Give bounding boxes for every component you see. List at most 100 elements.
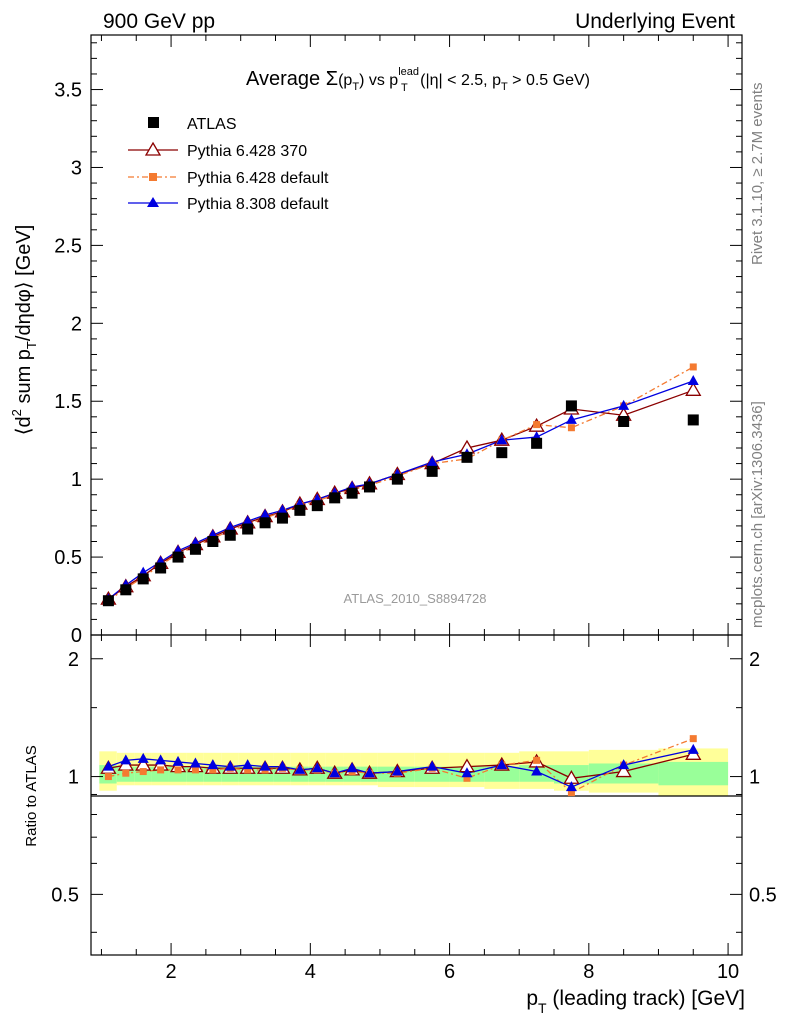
main-atlas-point: [294, 504, 306, 516]
main-ytick-label: 1: [71, 469, 82, 491]
ratio-pythia-6-428-default-point: [191, 766, 199, 774]
main-pythia-8-308-default-point: [242, 515, 254, 526]
ratio-ytick-label: 1: [68, 767, 79, 789]
ratio-pythia-8-308-default-point: [496, 759, 508, 770]
main-atlas-point: [426, 465, 438, 477]
ratio-pythia-8-308-default-point: [102, 760, 114, 771]
ratio-pythia-8-308-default-point: [242, 759, 254, 770]
ratio-band-inner: [658, 761, 729, 786]
main-atlas-point: [189, 543, 201, 555]
main-atlas-point: [531, 437, 543, 449]
ratio-pythia-6-428-default-point: [122, 769, 130, 777]
main-ytick-label: 3.5: [54, 80, 82, 102]
main-atlas-point: [120, 584, 132, 596]
x-tick-label: 4: [305, 961, 316, 983]
legend-label-atlas: ATLAS: [187, 116, 237, 133]
main-ytick-label: 3: [71, 157, 82, 179]
ratio-pythia-8-308-default-point: [259, 760, 271, 771]
main-pythia-8-308-default-point: [224, 521, 236, 532]
main-atlas-point: [618, 415, 630, 427]
ratio-pythia-8-308-default-point: [565, 781, 577, 792]
ratio-pythia-6-428-default-point: [104, 773, 112, 781]
main-atlas-point: [565, 400, 577, 412]
main-ytick-label: 1.5: [54, 391, 82, 413]
ratio-pythia-6-428-default-point: [533, 756, 541, 764]
main-pythia-6-428-default-point: [689, 363, 697, 371]
header-left: 900 GeV pp: [103, 10, 215, 33]
legend-label-pythia6-370: Pythia 6.428 370: [187, 143, 307, 160]
x-tick-label: 6: [444, 961, 455, 983]
main-pythia-8-308-default-point: [618, 399, 630, 410]
legend-entry-pythia6-370: Pythia 6.428 370: [128, 141, 307, 160]
main-ytick-label: 0: [71, 625, 82, 647]
main-ytick-label: 0.5: [54, 547, 82, 569]
main-pythia-8-308-default-point: [496, 434, 508, 445]
legend-entry-atlas: ATLAS: [148, 116, 237, 133]
ratio-pythia-8-308-default-point: [346, 762, 358, 773]
ratio-pythia-8-308-default-point: [391, 765, 403, 776]
legend-entry-pythia8-default: Pythia 8.308 default: [128, 196, 329, 213]
legend-marker-atlas: [148, 117, 159, 128]
main-atlas-point: [155, 562, 167, 574]
ratio-pythia-8-308-default-point: [329, 767, 341, 778]
legend: ATLAS Pythia 6.428 370 Pythia 6.428 defa…: [128, 116, 329, 213]
legend-entry-pythia6-default: Pythia 6.428 default: [128, 170, 329, 187]
ratio-ytick-label-right: 0.5: [749, 884, 777, 906]
ratio-pythia-8-308-default-point: [207, 759, 219, 770]
ratio-pythia-8-308-default-point: [618, 759, 630, 770]
main-pythia-6-428-370-line: [108, 389, 694, 600]
ratio-pythia-6-428-default-point: [689, 735, 697, 743]
main-pythia-8-308-default-point: [259, 509, 271, 519]
main-ytick-label: 2: [71, 313, 82, 335]
main-ylabel: ⟨d2 sum pT/dηdφ⟩ [GeV]: [9, 225, 39, 436]
main-atlas-point: [364, 481, 376, 493]
main-pythia-8-308-default-point: [687, 374, 699, 385]
main-atlas-point: [687, 414, 699, 426]
ratio-pythia-6-428-default-point: [567, 789, 575, 797]
ratio-frame: [90, 634, 743, 956]
ratio-pythia-6-428-default-point: [244, 766, 252, 774]
main-atlas-point: [207, 535, 219, 547]
legend-label-pythia8-default: Pythia 8.308 default: [187, 196, 329, 213]
main-atlas-point: [391, 473, 403, 485]
x-tick-label: 2: [166, 961, 177, 983]
ratio-pythia-6-428-default-point: [463, 774, 471, 782]
ratio-pythia-8-308-default-point: [294, 763, 306, 774]
ratio-pythia-8-308-default-point: [120, 754, 132, 765]
analysis-watermark: ATLAS_2010_S8894728: [344, 591, 487, 606]
ratio-pythia-8-308-default-point: [276, 760, 288, 771]
main-pythia-8-308-default-point: [565, 413, 577, 424]
rivet-label: Rivet 3.1.10, ≥ 2.7M events: [749, 83, 766, 266]
main-pythia-6-428-default-point: [533, 421, 541, 429]
legend-label-pythia6-default: Pythia 6.428 default: [187, 170, 329, 187]
ratio-band-inner: [484, 766, 520, 782]
ratio-pythia-6-428-default-point: [139, 768, 147, 776]
ratio-pythia-8-308-default-point: [172, 755, 184, 766]
ratio-pythia-8-308-default-point: [531, 765, 543, 776]
main-panel: 0 0.5 1 1.5 2 2.5 3 3.5 Average Σ(pT) vs plead T…: [9, 34, 743, 647]
ratio-pythia-8-308-default-point: [461, 767, 473, 778]
ratio-ytick-label: 0.5: [51, 884, 79, 906]
main-atlas-point: [346, 487, 358, 499]
x-tick-label: 8: [583, 961, 594, 983]
header-right: Underlying Event: [575, 10, 735, 33]
ratio-pythia-6-428-default-point: [209, 766, 217, 774]
mcplots-label: mcplots.cern.ch [arXiv:1306.3436]: [749, 401, 766, 628]
main-pythia-6-428-370-point: [685, 382, 702, 396]
main-atlas-point: [461, 451, 473, 463]
legend-marker-pythia8-default: [147, 197, 159, 207]
ratio-pythia-6-428-default-line: [108, 738, 694, 794]
ratio-pythia-6-428-default-point: [157, 766, 165, 774]
main-ytick-label: 2.5: [54, 235, 82, 257]
ratio-pythia-8-308-default-point: [687, 743, 699, 754]
main-atlas-point: [329, 492, 341, 504]
legend-marker-pythia6-370: [144, 141, 162, 156]
main-atlas-point: [242, 523, 254, 535]
legend-marker-pythia6-default: [149, 173, 157, 181]
main-atlas-point: [259, 517, 271, 529]
main-atlas-point: [137, 573, 149, 585]
main-atlas-point: [311, 500, 323, 512]
ratio-pythia-8-308-default-point: [189, 757, 201, 768]
ratio-ytick-label-right: 2: [749, 649, 760, 671]
